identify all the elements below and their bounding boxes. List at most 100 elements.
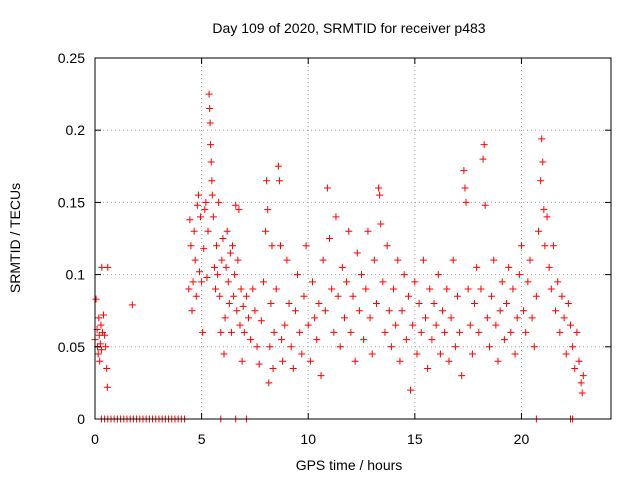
data-point xyxy=(98,263,106,271)
data-point xyxy=(466,321,474,329)
data-point xyxy=(547,285,555,293)
data-point xyxy=(564,299,572,307)
grid xyxy=(95,58,611,419)
data-point xyxy=(385,307,393,315)
data-point xyxy=(306,357,314,365)
data-point xyxy=(571,364,579,372)
data-point xyxy=(526,256,534,264)
data-point xyxy=(213,242,221,250)
data-point xyxy=(198,278,206,286)
data-point xyxy=(507,328,515,336)
data-point xyxy=(255,360,263,368)
data-point xyxy=(417,328,425,336)
data-point xyxy=(509,285,517,293)
data-point xyxy=(197,213,205,221)
data-point xyxy=(475,328,483,336)
data-point xyxy=(330,328,338,336)
data-point xyxy=(362,285,370,293)
data-point xyxy=(317,372,325,380)
data-point xyxy=(552,307,560,315)
data-point xyxy=(355,307,363,315)
data-point xyxy=(515,271,523,279)
data-point xyxy=(262,227,270,235)
data-point xyxy=(204,227,212,235)
data-point xyxy=(206,119,214,127)
data-point xyxy=(315,299,323,307)
data-point xyxy=(543,213,551,221)
data-point xyxy=(453,292,461,300)
data-point xyxy=(202,198,210,206)
data-point xyxy=(236,321,244,329)
data-point xyxy=(321,307,329,315)
data-point xyxy=(462,198,470,206)
data-point xyxy=(407,386,415,394)
data-point xyxy=(189,278,197,286)
data-point xyxy=(319,256,327,264)
x-tick-label: 10 xyxy=(300,431,316,447)
data-point xyxy=(569,343,577,351)
data-point xyxy=(445,357,453,365)
data-point xyxy=(360,336,368,344)
data-point xyxy=(294,271,302,279)
data-point xyxy=(269,364,277,372)
data-point xyxy=(229,242,237,250)
data-point xyxy=(443,285,451,293)
data-point xyxy=(540,206,548,214)
data-point xyxy=(517,242,525,250)
data-point xyxy=(194,191,202,199)
data-point xyxy=(458,372,466,380)
data-point xyxy=(265,379,273,387)
data-point xyxy=(217,328,225,336)
data-point xyxy=(511,350,519,358)
data-point xyxy=(366,314,374,322)
data-point xyxy=(539,158,547,166)
data-point xyxy=(235,206,243,214)
data-point xyxy=(578,389,586,397)
data-point xyxy=(311,314,319,322)
data-point xyxy=(364,227,372,235)
data-point xyxy=(185,285,193,293)
data-point xyxy=(375,184,383,192)
data-point xyxy=(428,336,436,344)
data-point xyxy=(471,299,479,307)
data-point xyxy=(490,256,498,264)
data-point xyxy=(396,357,404,365)
data-point xyxy=(223,227,231,235)
data-point xyxy=(413,350,421,358)
data-point xyxy=(187,242,195,250)
data-points xyxy=(91,90,587,423)
data-point xyxy=(411,278,419,286)
data-point xyxy=(206,105,214,113)
data-point xyxy=(394,256,402,264)
data-point xyxy=(575,357,583,365)
data-point xyxy=(188,307,196,315)
data-point xyxy=(238,357,246,365)
data-point xyxy=(233,307,241,315)
data-point xyxy=(103,383,111,391)
data-point xyxy=(186,216,194,224)
data-point xyxy=(259,278,267,286)
data-point xyxy=(387,343,395,351)
chart-title: Day 109 of 2020, SRMTID for receiver p48… xyxy=(212,20,485,36)
data-point xyxy=(485,343,493,351)
data-point xyxy=(266,343,274,351)
data-point xyxy=(190,227,198,235)
data-point xyxy=(277,242,285,250)
data-point xyxy=(349,292,357,300)
data-point xyxy=(332,213,340,221)
data-point xyxy=(400,271,408,279)
data-point xyxy=(224,278,232,286)
data-point xyxy=(101,331,109,339)
data-point xyxy=(353,249,361,257)
y-tick-labels: 0 0.05 0.1 0.15 0.2 0.25 xyxy=(58,50,85,427)
data-point xyxy=(279,357,287,365)
data-point xyxy=(528,314,536,322)
data-point xyxy=(100,311,108,319)
data-point xyxy=(383,242,391,250)
data-point xyxy=(392,321,400,329)
data-point xyxy=(477,285,485,293)
data-point xyxy=(430,299,438,307)
data-point xyxy=(296,328,304,336)
data-point xyxy=(201,206,209,214)
